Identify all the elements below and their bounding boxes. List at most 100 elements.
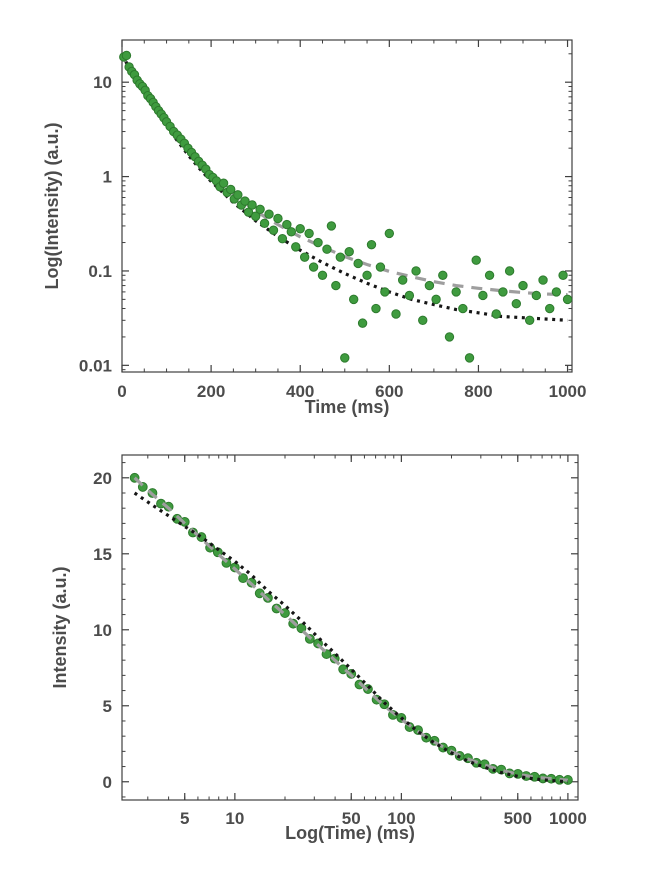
x-tick-label: 100 [387,809,415,828]
data-point [366,239,377,250]
fit-line-dotted [120,54,568,322]
data-point [424,280,435,291]
data-point [411,266,421,276]
data-point [218,178,229,188]
x-axis-label: Log(Time) (ms) [285,823,415,843]
data-point [233,190,243,200]
data-point [397,275,408,285]
data-point [268,225,279,235]
data-point [277,233,288,244]
semilog-chart-svg: 0 200 400 600 800 1000 0.01 0.1 1 10 Time (ms) Log(… [42,39,587,417]
x-tick-label: 800 [464,382,492,401]
fit-line-dashed [133,476,569,782]
data-point [357,318,368,328]
data-point [518,280,528,291]
y-tick-label: 0 [103,773,112,792]
data-point [344,246,354,257]
plot-frame [121,39,573,373]
data-point [418,315,428,326]
data-point [478,290,488,301]
data-point [348,294,359,305]
data-point [282,219,292,230]
data-point [331,280,341,291]
data-point [335,252,346,262]
data-point [484,270,495,280]
y-axis-label: Intensity (a.u.) [50,566,70,688]
plot-frame [121,454,579,801]
x-tick-label: 400 [286,382,314,401]
x-tick-label: 1000 [549,809,587,828]
data-point [438,270,448,280]
data-point [371,303,381,314]
data-point [391,309,401,319]
data-point [531,290,542,301]
x-tick-label: 50 [342,809,361,828]
data-point [511,298,522,309]
data-point [291,242,301,252]
y-tick-label: 20 [93,469,112,488]
data-point [313,237,323,248]
x-tick-label: 10 [225,809,244,828]
y-tick-label: 0.1 [88,262,112,281]
data-point [121,50,132,61]
x-tick-label: 500 [504,809,532,828]
data-point [562,294,573,305]
data-point [558,270,568,280]
y-tick-label: 0.01 [79,356,112,375]
data-point [471,255,481,265]
x-tick-label: 200 [197,382,225,401]
data-point [375,262,386,272]
data-point [322,244,332,254]
loglinear-chart-svg: 5 10 50 100 500 1000 0 5 10 15 20 Log(Time) (ms) Int… [50,454,587,843]
data-point [308,262,319,272]
x-tick-label: 5 [180,809,189,828]
data-point [340,353,350,363]
data-point [317,270,328,280]
data-point [238,573,248,584]
loglinear-decay-chart: 5 10 50 100 500 1000 0 5 10 15 20 Log(Time) (ms) Int… [0,430,646,870]
data-point [255,204,265,215]
data-point [538,275,548,285]
data-point [264,209,274,219]
semilog-decay-chart: 0 200 400 600 800 1000 0.01 0.1 1 10 Time (ms) Log(… [0,0,646,430]
data-point [296,623,307,634]
fit-line-dashed [120,55,568,297]
data-point [404,290,415,301]
data-point [384,228,395,239]
x-tick-label: 1000 [549,382,587,401]
data-point [353,258,363,269]
data-point [444,332,455,342]
data-point [273,213,283,224]
y-tick-label: 10 [93,621,112,640]
data-point [524,315,535,326]
data-point [545,303,555,314]
data-point [380,287,390,297]
data-point [295,224,305,234]
y-tick-label: 1 [103,168,112,187]
y-tick-label: 5 [103,697,112,716]
data-point [451,287,461,297]
y-tick-label: 15 [93,545,112,564]
data-point [226,184,236,195]
x-tick-label: 0 [117,382,126,401]
data-point [299,252,310,262]
data-point [250,211,261,221]
data-point [431,294,441,305]
x-axis-label: Time (ms) [305,397,390,417]
data-point [240,196,250,206]
data-point [458,303,468,314]
data-point [326,221,337,231]
data-point [304,228,314,239]
y-tick-label: 10 [93,73,112,92]
data-point [464,353,475,363]
data-point [286,227,297,237]
data-point [551,287,562,297]
data-point [247,200,257,210]
x-tick-label: 600 [375,382,403,401]
data-point [504,266,515,276]
data-point [491,309,501,319]
y-axis-label: Log(Intensity) (a.u.) [42,123,62,290]
data-point [498,287,508,297]
data-point [259,218,270,228]
